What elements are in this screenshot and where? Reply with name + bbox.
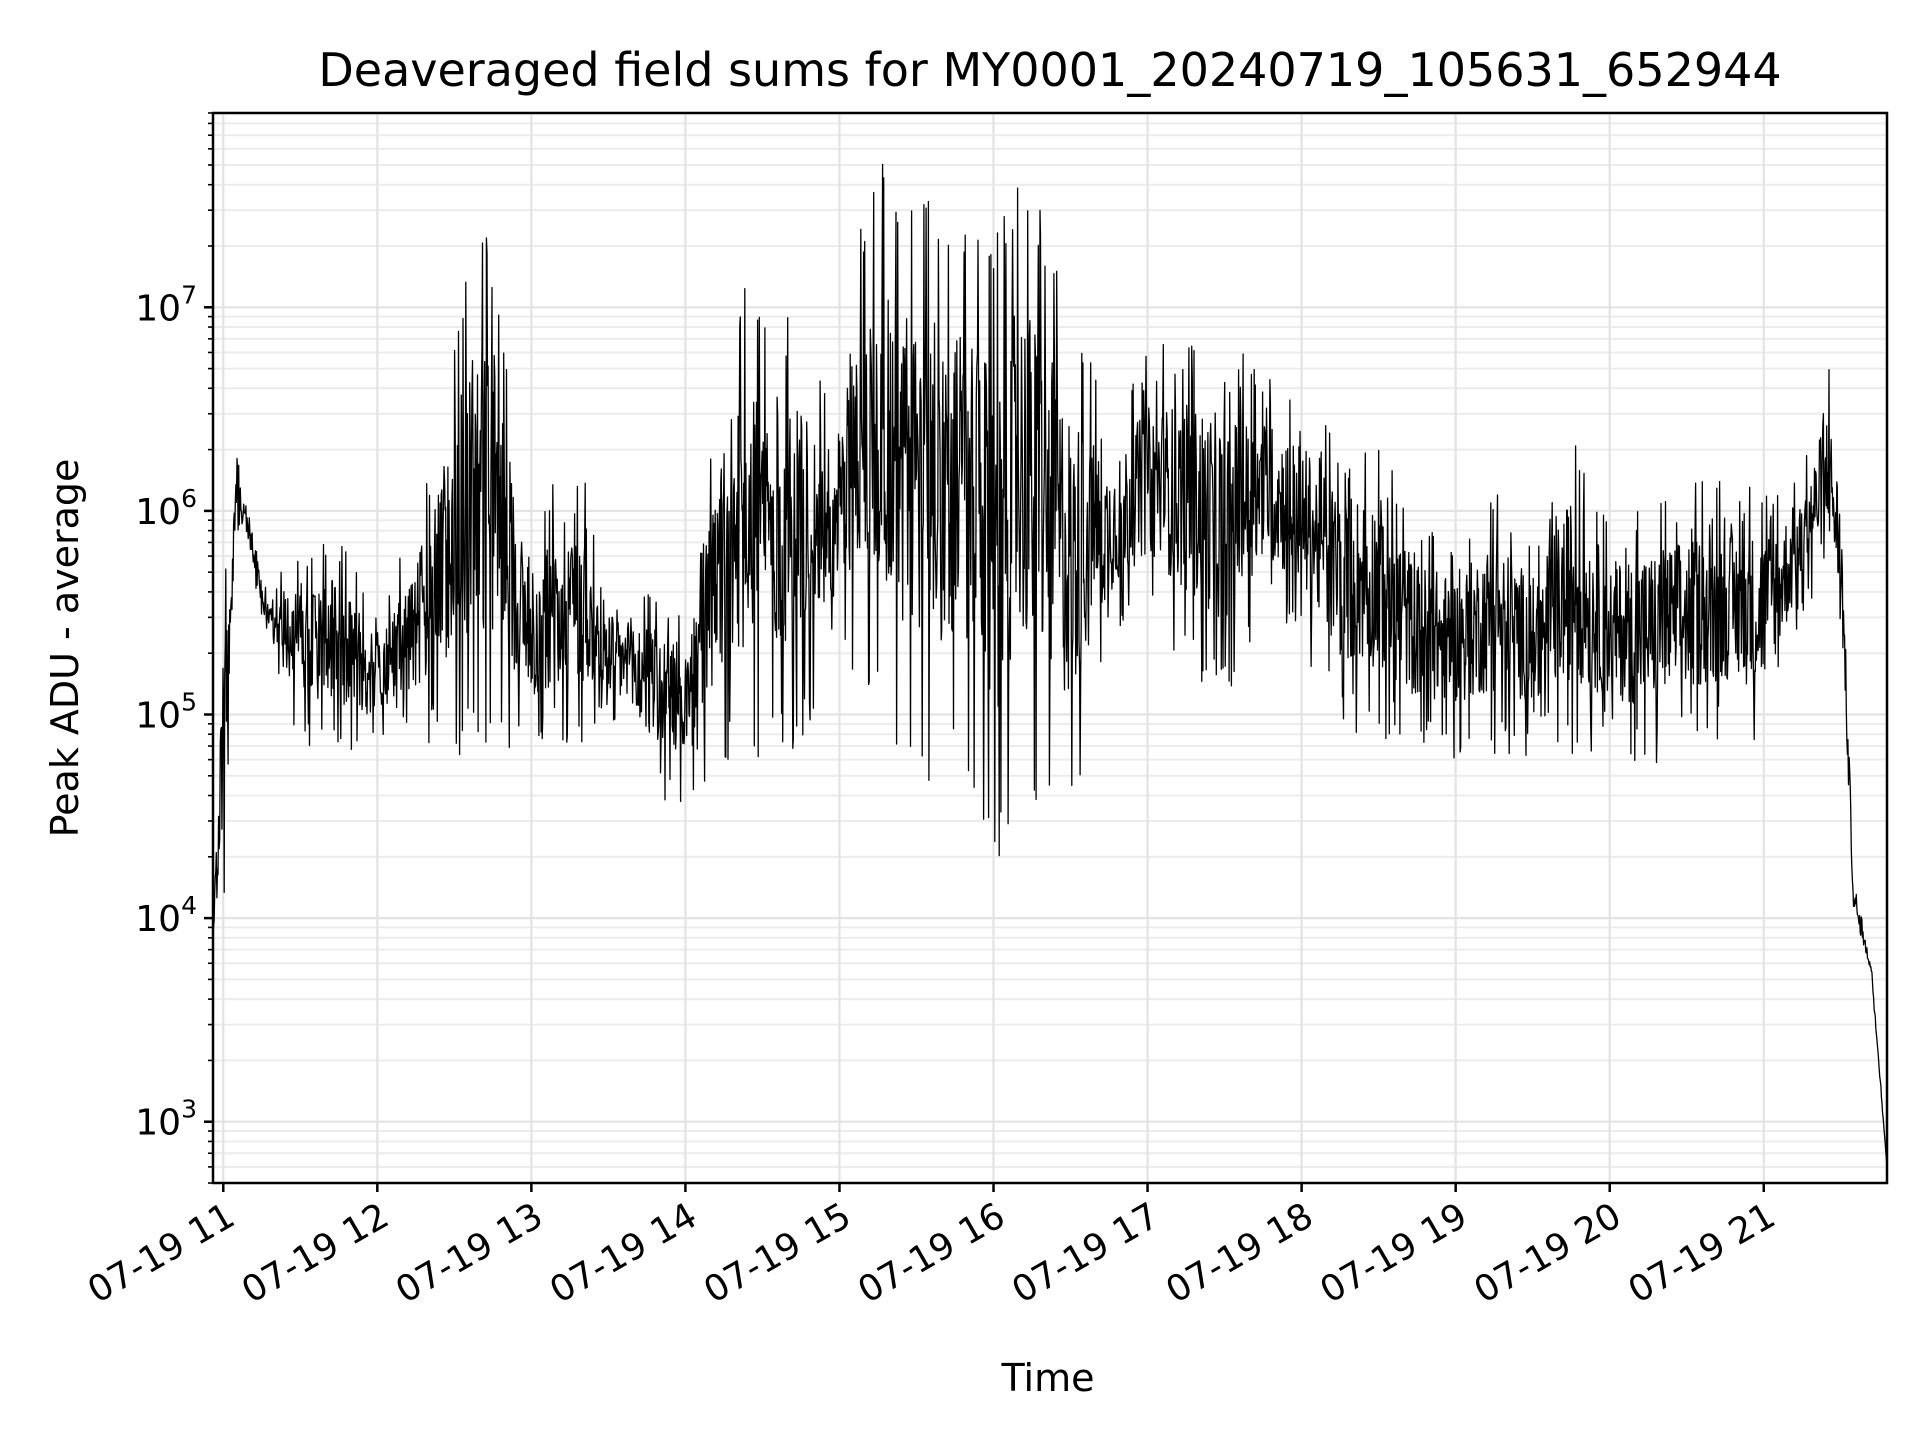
y-tick-label: 106 (135, 484, 197, 533)
plot-frame (211, 111, 1889, 1185)
x-tick-label: 07-19 17 (1005, 1195, 1166, 1311)
series-line (212, 163, 1888, 1167)
x-axis-label: Time (1001, 1356, 1095, 1400)
x-tick-label: 07-19 16 (851, 1195, 1012, 1311)
chart-title: Deaveraged field sums for MY0001_2024071… (318, 43, 1781, 97)
y-axis-label: Peak ADU - average (43, 459, 87, 838)
x-tick-label: 07-19 12 (235, 1195, 396, 1311)
y-tick-label: 107 (135, 280, 197, 329)
x-tick-label: 07-19 20 (1468, 1195, 1629, 1311)
y-tick-label: 105 (135, 687, 197, 736)
x-tick-label: 07-19 15 (697, 1195, 858, 1311)
y-tick-label: 103 (135, 1095, 197, 1144)
x-tick-label: 07-19 14 (543, 1195, 704, 1311)
x-tick-label: 07-19 13 (389, 1195, 550, 1311)
series-layer (212, 163, 1888, 1167)
x-tick-label: 07-19 11 (81, 1195, 242, 1311)
y-tick-labels: 103 104 105 106 107 (135, 280, 197, 1143)
x-tick-label: 07-19 18 (1159, 1195, 1320, 1311)
y-tick-label: 104 (135, 891, 197, 940)
x-tick-label: 07-19 19 (1313, 1195, 1474, 1311)
x-tick-label: 07-19 21 (1622, 1195, 1783, 1311)
